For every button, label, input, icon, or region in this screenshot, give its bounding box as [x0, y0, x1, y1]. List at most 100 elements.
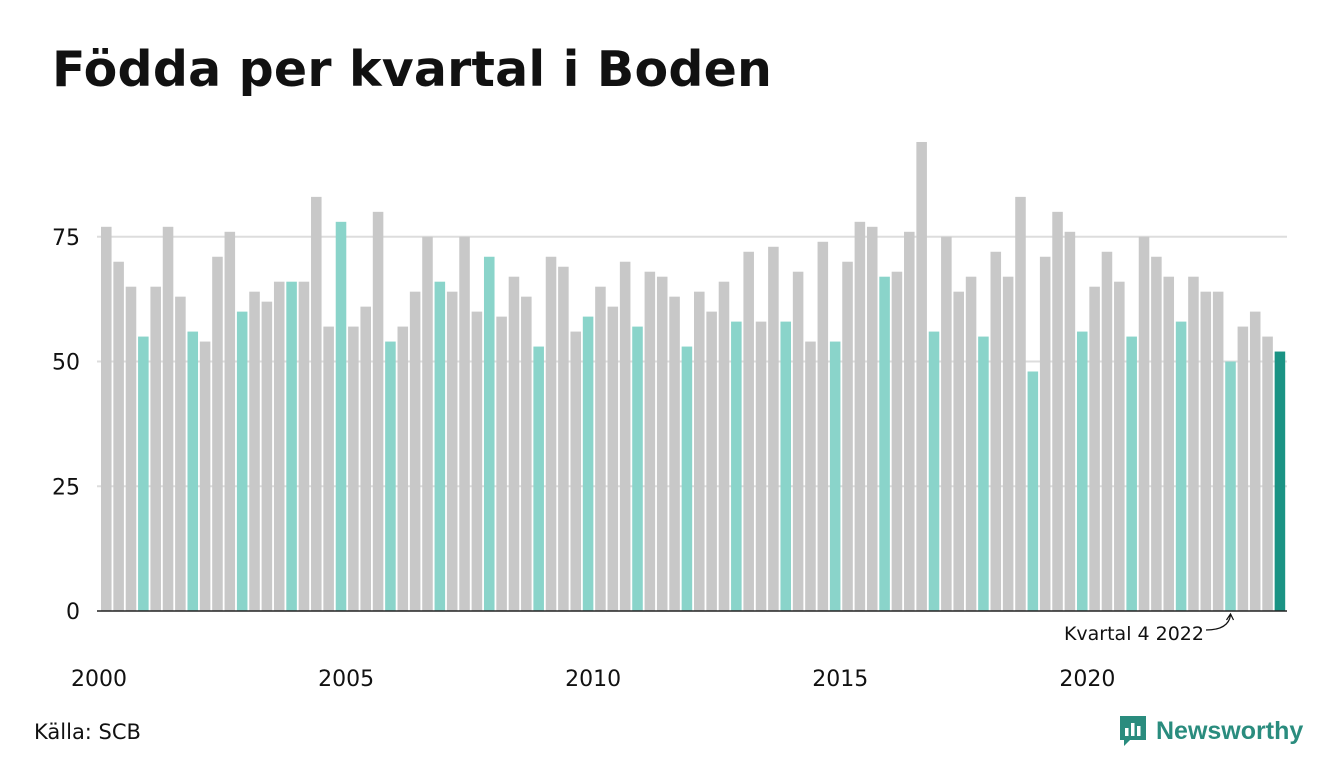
bar — [1237, 326, 1249, 611]
bar — [1076, 331, 1088, 611]
bar — [199, 341, 211, 611]
bar — [1225, 361, 1236, 611]
bar — [125, 286, 137, 611]
bar — [459, 236, 470, 611]
bar — [842, 261, 853, 611]
bar — [422, 236, 433, 611]
bar — [212, 256, 223, 611]
bar — [261, 301, 273, 611]
bar — [150, 286, 161, 611]
y-tick-label: 0 — [66, 600, 80, 625]
bar — [669, 296, 680, 611]
bar — [1175, 321, 1187, 611]
bar — [792, 271, 804, 611]
bar — [953, 291, 964, 611]
y-tick-label: 25 — [52, 475, 80, 500]
bar — [694, 291, 705, 611]
bar — [1027, 371, 1039, 611]
bar — [768, 246, 779, 611]
bar — [755, 321, 767, 611]
bar — [595, 286, 606, 611]
bar — [187, 331, 199, 611]
bar — [1089, 286, 1100, 611]
x-tick-label: 2010 — [565, 667, 621, 692]
bar — [521, 296, 532, 611]
bar — [273, 281, 285, 611]
bar — [360, 306, 371, 611]
bar — [619, 261, 631, 611]
bar — [1151, 256, 1162, 611]
bar — [1274, 351, 1286, 611]
brand-logo: Newsworthy — [1118, 714, 1303, 748]
bar — [866, 226, 878, 611]
bar — [397, 326, 409, 611]
bar — [904, 231, 915, 612]
bar — [706, 311, 717, 611]
brand-name: Newsworthy — [1156, 716, 1304, 745]
bar — [533, 346, 544, 611]
bar — [236, 311, 248, 611]
bar — [1039, 256, 1051, 611]
bar — [582, 316, 594, 611]
bar — [372, 211, 384, 611]
bar — [805, 341, 816, 611]
bar — [1052, 211, 1063, 611]
bar — [434, 281, 446, 611]
bar — [607, 306, 619, 611]
x-tick-label: 2020 — [1059, 667, 1115, 692]
bar — [916, 141, 927, 611]
bar — [1163, 276, 1175, 611]
x-axis-labels: 2000 2005 2010 2015 2020 — [71, 667, 1115, 692]
bar — [1212, 291, 1224, 611]
bar — [1262, 336, 1273, 611]
bar — [496, 316, 507, 611]
bar — [978, 336, 989, 611]
bar — [335, 221, 347, 612]
bar — [1101, 251, 1113, 612]
bar — [446, 291, 458, 611]
bar — [1188, 276, 1199, 611]
bar — [780, 321, 792, 611]
bar — [570, 331, 582, 611]
bar — [879, 276, 890, 611]
annotation-label: Kvartal 4 2022 — [1064, 623, 1204, 645]
bar — [1200, 291, 1212, 611]
annotation-arrow — [1205, 612, 1235, 631]
newsworthy-logo-icon — [1120, 716, 1146, 746]
bar — [743, 251, 754, 612]
bar — [298, 281, 310, 611]
bar — [854, 221, 866, 612]
bar — [731, 321, 742, 611]
bar — [965, 276, 977, 611]
source-note: Källa: SCB — [34, 720, 141, 744]
bar — [311, 196, 322, 611]
bars — [101, 141, 1286, 612]
bar — [138, 336, 149, 611]
bar — [829, 341, 841, 611]
y-axis-labels: 0 25 50 75 — [52, 226, 80, 625]
bar — [348, 326, 359, 611]
x-tick-label: 2015 — [812, 667, 868, 692]
bar — [1126, 336, 1137, 611]
bar — [162, 226, 174, 611]
bar — [990, 251, 1002, 612]
bar — [1114, 281, 1125, 611]
bar — [928, 331, 940, 611]
bar — [1138, 236, 1150, 611]
x-tick-label: 2005 — [318, 667, 374, 692]
y-tick-label: 50 — [52, 351, 80, 376]
bar — [718, 281, 730, 611]
bar — [817, 241, 829, 612]
bar — [941, 236, 952, 611]
bar — [113, 261, 124, 611]
bar — [644, 271, 656, 611]
bar — [483, 256, 495, 611]
bar — [558, 266, 569, 611]
bar — [385, 341, 396, 611]
bar — [1002, 276, 1014, 611]
bar — [249, 291, 260, 611]
bar — [891, 271, 903, 611]
bar — [1249, 311, 1261, 611]
bar — [471, 311, 483, 611]
bar — [681, 346, 693, 611]
